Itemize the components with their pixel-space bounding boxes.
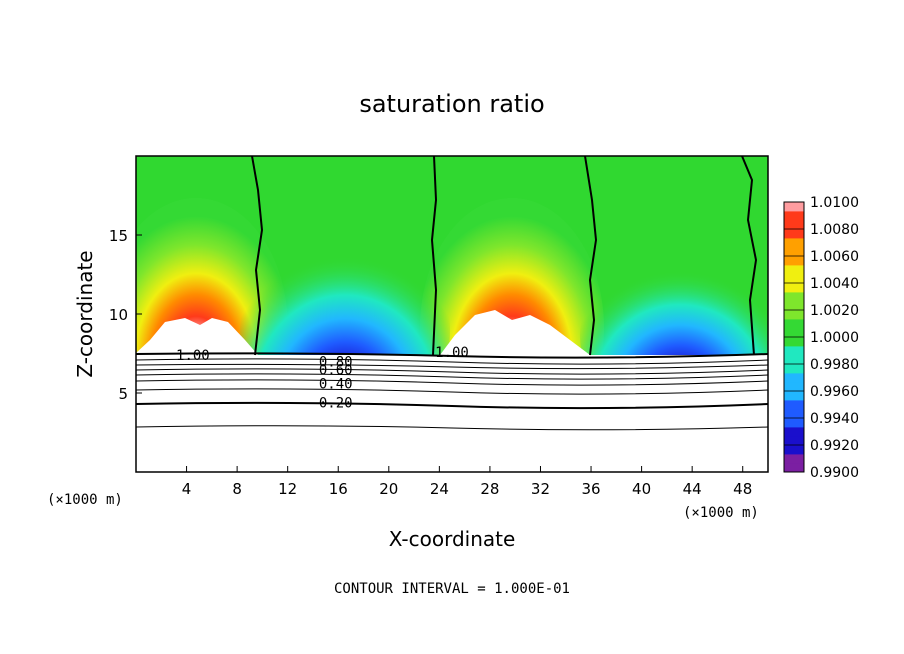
colorbar-swatch (784, 220, 804, 230)
colorbar-label: 0.9940 (810, 411, 859, 427)
x-unit-left: (×1000 m) (47, 492, 123, 508)
white-region-left (136, 318, 258, 355)
colorbar-label: 1.0100 (810, 195, 859, 211)
x-tick-label: 44 (683, 480, 702, 498)
x-tick-label: 36 (581, 480, 600, 498)
colorbar-swatch (784, 202, 804, 212)
colorbar-label: 1.0040 (810, 276, 859, 292)
chart-title: saturation ratio (359, 90, 544, 118)
colorbar-label: 0.9980 (810, 357, 859, 373)
colorbar-swatch (784, 418, 804, 428)
colorbar-swatch (784, 292, 804, 302)
colorbar-swatch (784, 301, 804, 311)
colorbar-swatch (784, 283, 804, 293)
y-tick-label: 10 (109, 306, 128, 324)
x-axis-label: X-coordinate (389, 527, 516, 551)
colorbar-swatch (784, 463, 804, 473)
colorbar-swatch (784, 229, 804, 239)
colorbar-swatch (784, 265, 804, 275)
colorbar-swatch (784, 274, 804, 284)
contour-interval-note: CONTOUR INTERVAL = 1.000E-01 (334, 581, 570, 597)
colorbar-label: 0.9920 (810, 438, 859, 454)
contour-label: 0.60 (319, 362, 353, 378)
y-ticks: 5 10 15 (109, 227, 142, 403)
colorbar-swatch (784, 238, 804, 248)
lower-layer (136, 355, 768, 472)
colorbar-swatch (784, 355, 804, 365)
x-tick-label: 20 (379, 480, 398, 498)
contour-zero-line-4 (741, 156, 758, 356)
colorbar-label: 0.9960 (810, 384, 859, 400)
contour-label: 0.20 (319, 395, 353, 411)
colorbar-swatch (784, 211, 804, 221)
plot-area (136, 156, 768, 472)
contour-zero-line-1 (251, 156, 264, 356)
colorbar-swatch (784, 445, 804, 455)
colorbar-swatch (784, 337, 804, 347)
colorbar-swatch (784, 436, 804, 446)
colorbar-swatch (784, 427, 804, 437)
contour-label: 1.00 (435, 345, 469, 361)
colorbar-swatch (784, 454, 804, 464)
colorbar-swatch (784, 256, 804, 266)
colorbar-label: 1.0080 (810, 222, 859, 238)
y-tick-label: 15 (109, 227, 128, 245)
colorbar-swatch (784, 247, 804, 257)
colorbar-swatch (784, 364, 804, 374)
contour-label: 0.80 (319, 354, 353, 370)
y-axis-label: Z-coordinate (73, 250, 97, 377)
colorbar-swatch (784, 409, 804, 419)
x-ticks: 4 8 12 16 20 24 28 32 36 40 44 48 (182, 466, 752, 498)
x-unit-right: (×1000 m) (683, 505, 759, 521)
colorbar-swatch (784, 328, 804, 338)
x-tick-label: 48 (733, 480, 752, 498)
colorbar-label: 0.9900 (810, 465, 859, 481)
colorbar-label: 1.0060 (810, 249, 859, 265)
y-tick-label: 5 (118, 385, 128, 403)
x-tick-label: 4 (182, 480, 192, 498)
x-tick-label: 32 (531, 480, 550, 498)
x-tick-label: 40 (632, 480, 651, 498)
x-tick-label: 16 (329, 480, 348, 498)
colorbar-label: 1.0000 (810, 330, 859, 346)
stable-layer-contours (136, 352, 768, 431)
contour-zero-line-3 (584, 156, 598, 356)
contour-labels: 1.00 1.00 0.800.600.40 0.20 (176, 345, 469, 412)
contour-label: 0.40 (319, 377, 353, 393)
white-region-right (440, 310, 590, 355)
x-tick-label: 12 (278, 480, 297, 498)
colorbar: 0.9900 0.9920 0.9940 0.9960 0.9980 1.0000 1.00… (783, 195, 859, 481)
colorbar-label: 1.0020 (810, 303, 859, 319)
colorbar-swatch (784, 391, 804, 401)
colorbar-swatch (784, 346, 804, 356)
x-tick-label: 28 (480, 480, 499, 498)
colorbar-swatch (784, 373, 804, 383)
x-tick-label: 24 (430, 480, 449, 498)
contour-zero-line-2 (430, 156, 438, 356)
contour-label: 1.00 (176, 348, 210, 364)
colorbar-swatch (784, 400, 804, 410)
x-tick-label: 8 (232, 480, 242, 498)
colorbar-swatch (784, 310, 804, 320)
colorbar-swatch (784, 382, 804, 392)
colorbar-swatch (784, 319, 804, 329)
